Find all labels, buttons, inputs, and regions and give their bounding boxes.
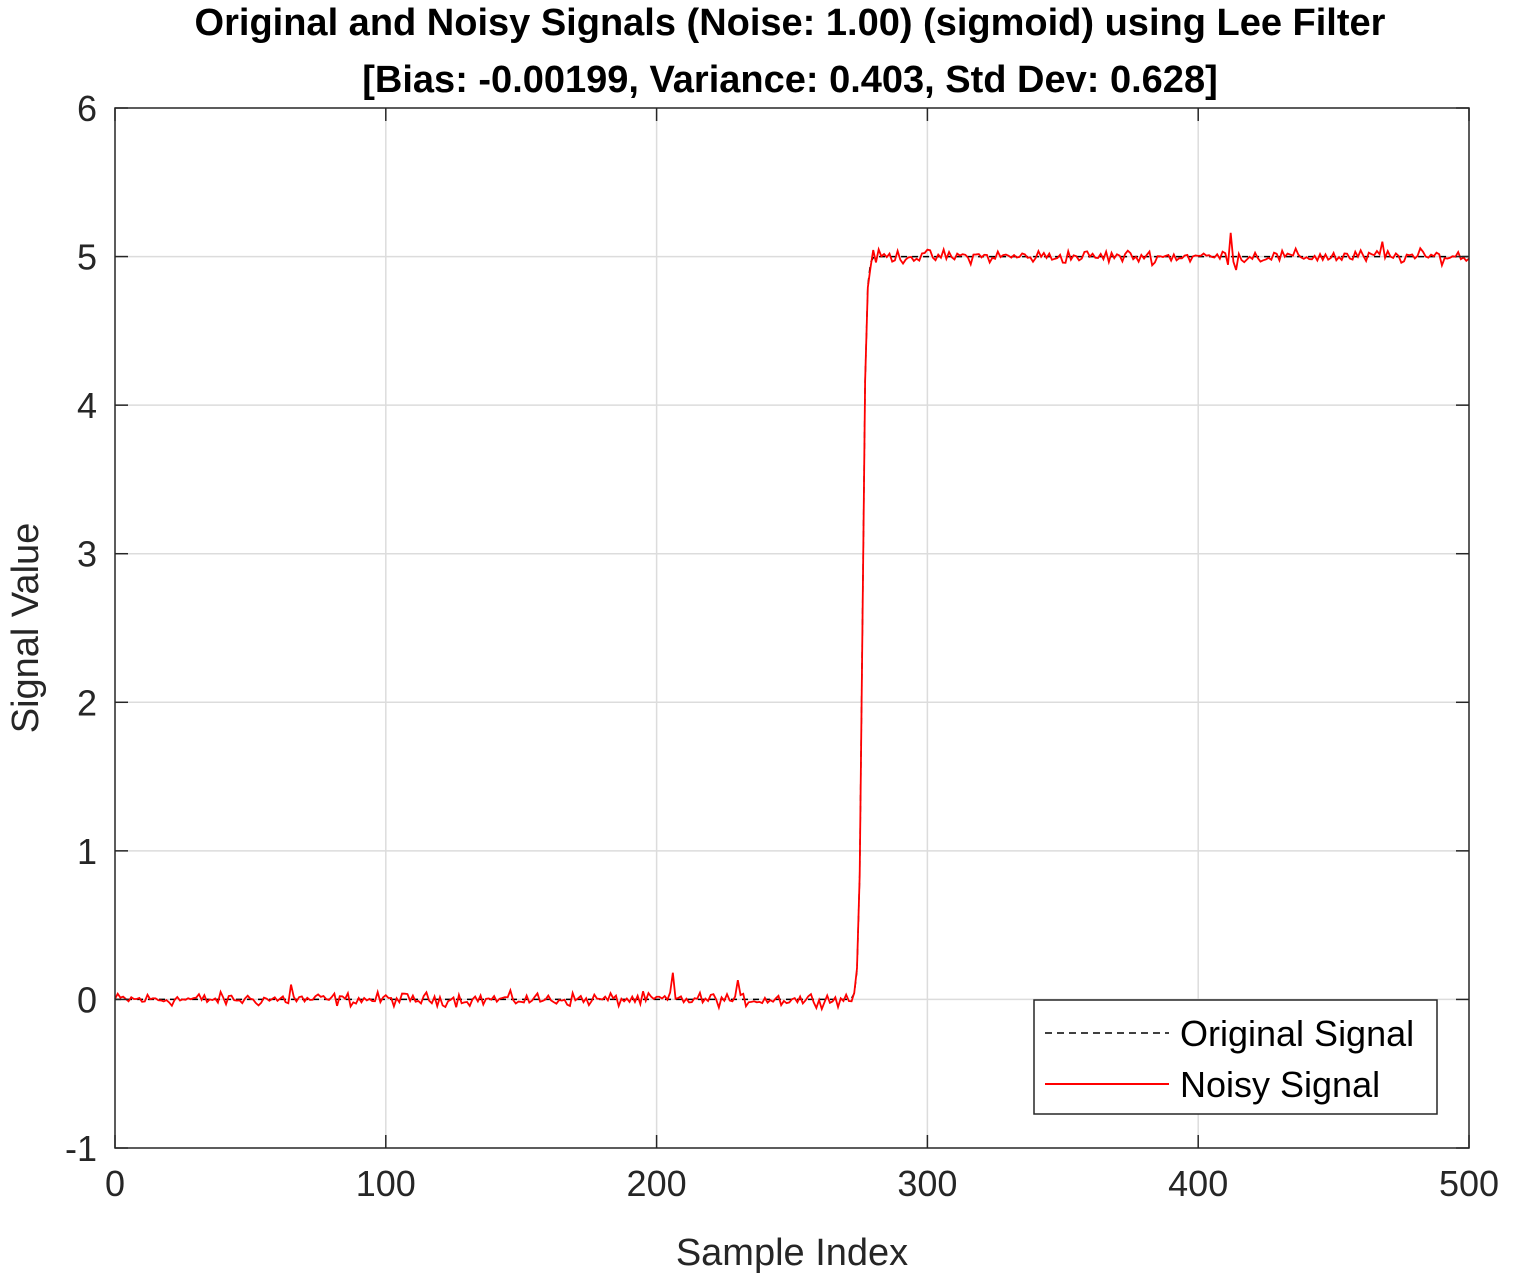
y-tick-label: 0 bbox=[77, 979, 97, 1020]
y-tick-label: 2 bbox=[77, 682, 97, 723]
x-tick-label: 200 bbox=[627, 1163, 687, 1204]
legend: Original Signal Noisy Signal bbox=[1033, 999, 1438, 1115]
legend-label-original: Original Signal bbox=[1180, 1013, 1414, 1054]
x-tick-label: 500 bbox=[1439, 1163, 1499, 1204]
x-tick-label: 100 bbox=[356, 1163, 416, 1204]
x-tick-label: 0 bbox=[105, 1163, 125, 1204]
y-tick-label: -1 bbox=[65, 1128, 97, 1169]
legend-label-noisy: Noisy Signal bbox=[1180, 1064, 1380, 1105]
plot-frame bbox=[114, 107, 1470, 1149]
x-tick-label: 400 bbox=[1168, 1163, 1228, 1204]
plot-area bbox=[115, 108, 1469, 1148]
x-tick-label: 300 bbox=[897, 1163, 957, 1204]
y-tick-label: 1 bbox=[77, 831, 97, 872]
y-axis-label: Signal Value bbox=[5, 523, 47, 734]
x-axis-label: Sample Index bbox=[676, 1232, 908, 1274]
y-tick-label: 6 bbox=[77, 88, 97, 129]
noisy-signal-line bbox=[114, 232, 1470, 1012]
y-tick-label: 4 bbox=[77, 385, 97, 426]
legend-box bbox=[1033, 999, 1438, 1115]
chart-title-line1: Original and Noisy Signals (Noise: 1.00)… bbox=[195, 2, 1386, 44]
y-tick-label: 3 bbox=[77, 534, 97, 575]
noisy-signal-series bbox=[114, 232, 1470, 1012]
chart-title-line2: [Bias: -0.00199, Variance: 0.403, Std De… bbox=[362, 59, 1217, 101]
y-tick-label: 5 bbox=[77, 237, 97, 278]
